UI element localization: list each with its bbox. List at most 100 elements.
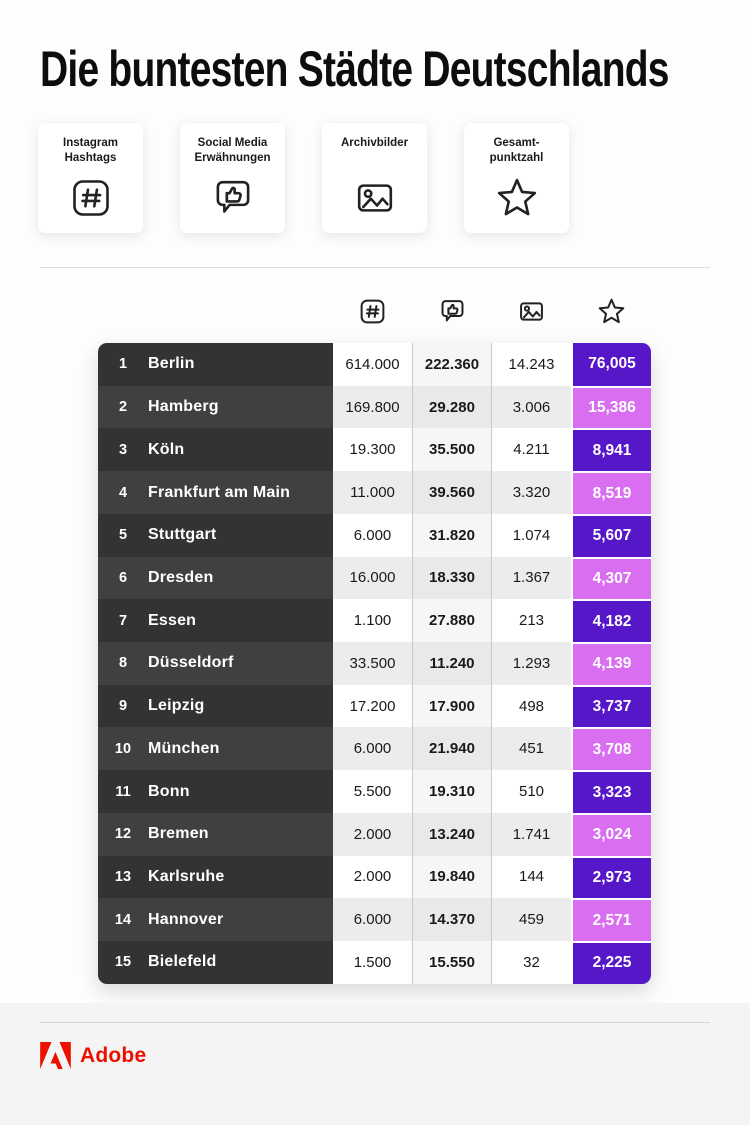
mentions-value-cell: 15.550	[412, 941, 492, 984]
rank-city-cell: 14 Hannover	[98, 898, 333, 942]
hashtags-value-cell: 1.100	[333, 599, 412, 643]
images-value-cell: 510	[492, 770, 571, 813]
star-icon	[494, 176, 540, 225]
rank-city-cell: 15 Bielefeld	[98, 941, 333, 984]
total-score-cell: 8,941	[571, 428, 651, 472]
rank-number: 12	[114, 826, 132, 843]
rank-city-cell: 1 Berlin	[98, 343, 333, 386]
footer: Adobe	[0, 1003, 750, 1125]
hashtags-value-cell: 16.000	[333, 556, 412, 600]
images-value-cell: 451	[492, 727, 571, 771]
city-name: Leipzig	[148, 697, 205, 715]
rank-number: 8	[118, 655, 128, 672]
mentions-value-cell: 13.240	[412, 812, 492, 856]
table-row: 12 Bremen 2.000 13.240 1.741 3,024	[98, 812, 651, 856]
hashtags-value-cell: 169.800	[333, 385, 412, 429]
table-row: 15 Bielefeld 1.500 15.550 32 2,225	[98, 941, 651, 984]
rank-city-cell: 2 Hamberg	[98, 385, 333, 429]
mentions-value-cell: 39.560	[412, 471, 492, 514]
city-name: Stuttgart	[148, 526, 217, 544]
card-label-line1: Gesamt-	[493, 137, 540, 149]
hashtag-icon	[352, 295, 392, 327]
table-row: 14 Hannover 6.000 14.370 459 2,571	[98, 898, 651, 942]
rank-city-cell: 8 Düsseldorf	[98, 642, 333, 685]
images-value-cell: 1.074	[492, 513, 571, 557]
legend-cards: Instagram Hashtags Social Media Erwähnun…	[38, 123, 569, 233]
table-row: 13 Karlsruhe 2.000 19.840 144 2,973	[98, 855, 651, 899]
mentions-value-cell: 14.370	[412, 898, 492, 942]
rank-number: 9	[118, 698, 128, 715]
hashtags-value-cell: 5.500	[333, 770, 412, 813]
images-value-cell: 4.211	[492, 428, 571, 472]
images-value-cell: 1.741	[492, 812, 571, 856]
city-name: Berlin	[148, 355, 195, 373]
card-label-line2: punktzahl	[489, 151, 544, 164]
images-value-cell: 1.367	[492, 556, 571, 600]
social-mentions-icon	[210, 176, 256, 225]
rank-city-cell: 10 München	[98, 727, 333, 771]
total-score-cell: 3,737	[571, 684, 651, 728]
table-row: 7 Essen 1.100 27.880 213 4,182	[98, 599, 651, 643]
hashtag-icon	[68, 176, 114, 225]
city-ranking-table: 1 Berlin 614.000 222.360 14.243 76,005 2…	[98, 343, 651, 984]
images-value-cell: 459	[492, 898, 571, 942]
images-value-cell: 498	[492, 684, 571, 728]
mentions-value-cell: 31.820	[412, 513, 492, 557]
archive-image-icon	[511, 295, 551, 327]
table-row: 8 Düsseldorf 33.500 11.240 1.293 4,139	[98, 642, 651, 685]
rank-number: 11	[115, 783, 131, 800]
archive-image-icon	[352, 176, 398, 225]
hashtags-value-cell: 1.500	[333, 941, 412, 984]
mentions-value-cell: 19.840	[412, 855, 492, 899]
total-score-cell: 4,139	[571, 642, 651, 685]
table-row: 4 Frankfurt am Main 11.000 39.560 3.320 …	[98, 471, 651, 514]
city-name: Bremen	[148, 825, 209, 843]
rank-city-cell: 13 Karlsruhe	[98, 855, 333, 899]
legend-card-instagram-hashtags: Instagram Hashtags	[38, 123, 143, 233]
rank-city-cell: 3 Köln	[98, 428, 333, 472]
table-row: 6 Dresden 16.000 18.330 1.367 4,307	[98, 556, 651, 600]
total-score-cell: 2,973	[571, 855, 651, 899]
total-score-cell: 4,307	[571, 556, 651, 600]
table-row: 3 Köln 19.300 35.500 4.211 8,941	[98, 428, 651, 472]
legend-card-social-mentions: Social Media Erwähnungen	[180, 123, 285, 233]
rank-number: 4	[118, 484, 128, 501]
page-title: Die buntesten Städte Deutschlands	[40, 41, 669, 97]
city-name: München	[148, 739, 220, 757]
hashtags-value-cell: 6.000	[333, 513, 412, 557]
city-name: Düsseldorf	[148, 654, 234, 672]
rank-number: 14	[114, 911, 132, 928]
hashtags-value-cell: 33.500	[333, 642, 412, 685]
total-score-cell: 2,571	[571, 898, 651, 942]
images-value-cell: 144	[492, 855, 571, 899]
hashtags-value-cell: 2.000	[333, 855, 412, 899]
table-row: 10 München 6.000 21.940 451 3,708	[98, 727, 651, 771]
social-mentions-icon	[432, 295, 472, 327]
adobe-logo: Adobe	[40, 1042, 146, 1069]
total-score-cell: 3,708	[571, 727, 651, 771]
images-value-cell: 3.320	[492, 471, 571, 514]
city-name: Bielefeld	[148, 953, 217, 971]
card-label-line1: Social Media	[197, 137, 268, 149]
mentions-value-cell: 17.900	[412, 684, 492, 728]
city-name: Hamberg	[148, 398, 219, 416]
hashtags-value-cell: 6.000	[333, 727, 412, 771]
city-name: Hannover	[148, 910, 224, 928]
legend-card-total-score: Gesamt- punktzahl	[464, 123, 569, 233]
hashtags-value-cell: 2.000	[333, 812, 412, 856]
adobe-a-mark-icon	[40, 1042, 71, 1069]
rank-number: 13	[114, 868, 132, 885]
city-name: Frankfurt am Main	[148, 483, 291, 501]
mentions-value-cell: 35.500	[412, 428, 492, 472]
mentions-value-cell: 27.880	[412, 599, 492, 643]
rank-number: 10	[114, 740, 132, 757]
total-score-cell: 8,519	[571, 471, 651, 514]
top-divider	[40, 267, 710, 268]
table-row: 5 Stuttgart 6.000 31.820 1.074 5,607	[98, 513, 651, 557]
total-score-cell: 4,182	[571, 599, 651, 643]
footer-divider	[40, 1022, 710, 1023]
mentions-value-cell: 222.360	[412, 343, 492, 386]
hashtags-value-cell: 614.000	[333, 343, 412, 386]
rank-city-cell: 12 Bremen	[98, 812, 333, 856]
